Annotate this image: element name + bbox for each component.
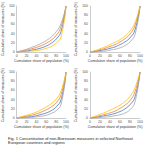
svg-text:100: 100 [82, 4, 88, 8]
svg-text:Cumulative share of population: Cumulative share of population (%) [88, 59, 143, 63]
svg-text:40: 40 [108, 120, 112, 124]
svg-text:100: 100 [63, 120, 69, 124]
svg-text:60: 60 [84, 88, 88, 92]
svg-text:40: 40 [34, 54, 38, 58]
svg-text:40: 40 [34, 120, 38, 124]
svg-text:40: 40 [84, 98, 88, 102]
svg-text:20: 20 [84, 41, 88, 45]
svg-text:40: 40 [84, 32, 88, 36]
svg-text:0: 0 [13, 50, 15, 54]
svg-text:Cumulative share of population: Cumulative share of population (%) [14, 125, 69, 129]
svg-text:0: 0 [86, 50, 88, 54]
svg-text:0: 0 [16, 120, 18, 124]
svg-text:80: 80 [84, 13, 88, 17]
svg-text:20: 20 [84, 107, 88, 111]
svg-text:Fig. 1 Concentration of non-Bi: Fig. 1 Concentration of non-Bioreason me… [8, 135, 135, 141]
svg-text:80: 80 [11, 79, 15, 83]
svg-text:0: 0 [89, 120, 91, 124]
svg-text:40: 40 [11, 32, 15, 36]
svg-text:60: 60 [11, 88, 15, 92]
svg-text:20: 20 [25, 54, 29, 58]
svg-text:20: 20 [11, 107, 15, 111]
svg-text:Cumulative share of measures (: Cumulative share of measures (%) [74, 68, 78, 122]
svg-text:100: 100 [137, 54, 143, 58]
svg-text:80: 80 [11, 13, 15, 17]
svg-text:40: 40 [11, 98, 15, 102]
svg-text:Cumulative share of population: Cumulative share of population (%) [14, 59, 69, 63]
svg-text:100: 100 [137, 120, 143, 124]
svg-text:20: 20 [98, 120, 102, 124]
svg-text:0: 0 [86, 116, 88, 120]
svg-text:100: 100 [9, 70, 15, 74]
svg-text:Cumulative share of population: Cumulative share of population (%) [88, 125, 143, 129]
svg-text:60: 60 [118, 120, 122, 124]
svg-text:60: 60 [84, 22, 88, 26]
svg-text:60: 60 [44, 54, 48, 58]
svg-text:20: 20 [98, 54, 102, 58]
svg-text:100: 100 [9, 4, 15, 8]
svg-text:0: 0 [13, 116, 15, 120]
svg-text:80: 80 [128, 120, 132, 124]
svg-text:20: 20 [25, 120, 29, 124]
svg-text:100: 100 [82, 70, 88, 74]
svg-text:European countries and regions: European countries and regions [8, 140, 65, 145]
svg-text:60: 60 [11, 22, 15, 26]
svg-text:0: 0 [89, 54, 91, 58]
svg-text:80: 80 [128, 54, 132, 58]
svg-text:80: 80 [84, 79, 88, 83]
svg-text:40: 40 [108, 54, 112, 58]
svg-text:Cumulative share of measures (: Cumulative share of measures (%) [74, 2, 78, 56]
svg-text:Cumulative share of measures (: Cumulative share of measures (%) [1, 68, 5, 122]
svg-text:80: 80 [54, 120, 58, 124]
svg-text:Cumulative share of measures (: Cumulative share of measures (%) [1, 2, 5, 56]
svg-text:80: 80 [54, 54, 58, 58]
svg-text:0: 0 [16, 54, 18, 58]
svg-text:100: 100 [63, 54, 69, 58]
svg-text:60: 60 [44, 120, 48, 124]
svg-text:20: 20 [11, 41, 15, 45]
svg-text:60: 60 [118, 54, 122, 58]
